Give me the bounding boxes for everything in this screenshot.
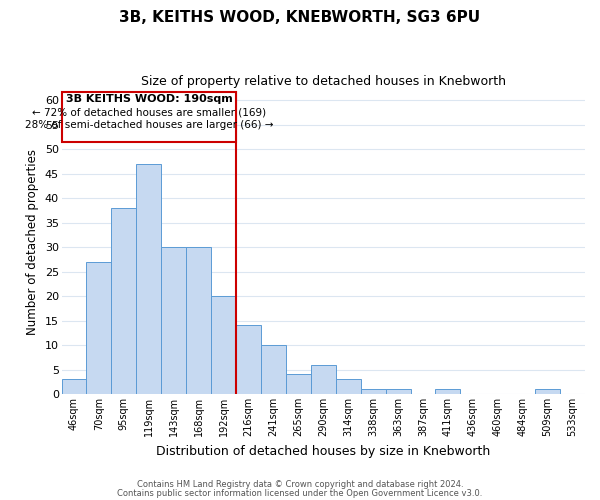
FancyBboxPatch shape [62, 92, 236, 142]
Text: 3B, KEITHS WOOD, KNEBWORTH, SG3 6PU: 3B, KEITHS WOOD, KNEBWORTH, SG3 6PU [119, 10, 481, 25]
X-axis label: Distribution of detached houses by size in Knebworth: Distribution of detached houses by size … [156, 444, 490, 458]
Bar [136, 164, 161, 394]
Bar [62, 380, 86, 394]
Text: Contains public sector information licensed under the Open Government Licence v3: Contains public sector information licen… [118, 490, 482, 498]
Bar [336, 380, 361, 394]
Text: Contains HM Land Registry data © Crown copyright and database right 2024.: Contains HM Land Registry data © Crown c… [137, 480, 463, 489]
Bar [86, 262, 112, 394]
Bar [386, 389, 410, 394]
Bar [112, 208, 136, 394]
Bar [211, 296, 236, 394]
Y-axis label: Number of detached properties: Number of detached properties [26, 150, 39, 336]
Bar [311, 364, 336, 394]
Bar [186, 247, 211, 394]
Bar [436, 389, 460, 394]
Bar [286, 374, 311, 394]
Bar [361, 389, 386, 394]
Text: 28% of semi-detached houses are larger (66) →: 28% of semi-detached houses are larger (… [25, 120, 273, 130]
Text: 3B KEITHS WOOD: 190sqm: 3B KEITHS WOOD: 190sqm [65, 94, 232, 104]
Bar [261, 345, 286, 394]
Title: Size of property relative to detached houses in Knebworth: Size of property relative to detached ho… [141, 75, 506, 88]
Text: ← 72% of detached houses are smaller (169): ← 72% of detached houses are smaller (16… [32, 108, 266, 118]
Bar [236, 326, 261, 394]
Bar [161, 247, 186, 394]
Bar [535, 389, 560, 394]
